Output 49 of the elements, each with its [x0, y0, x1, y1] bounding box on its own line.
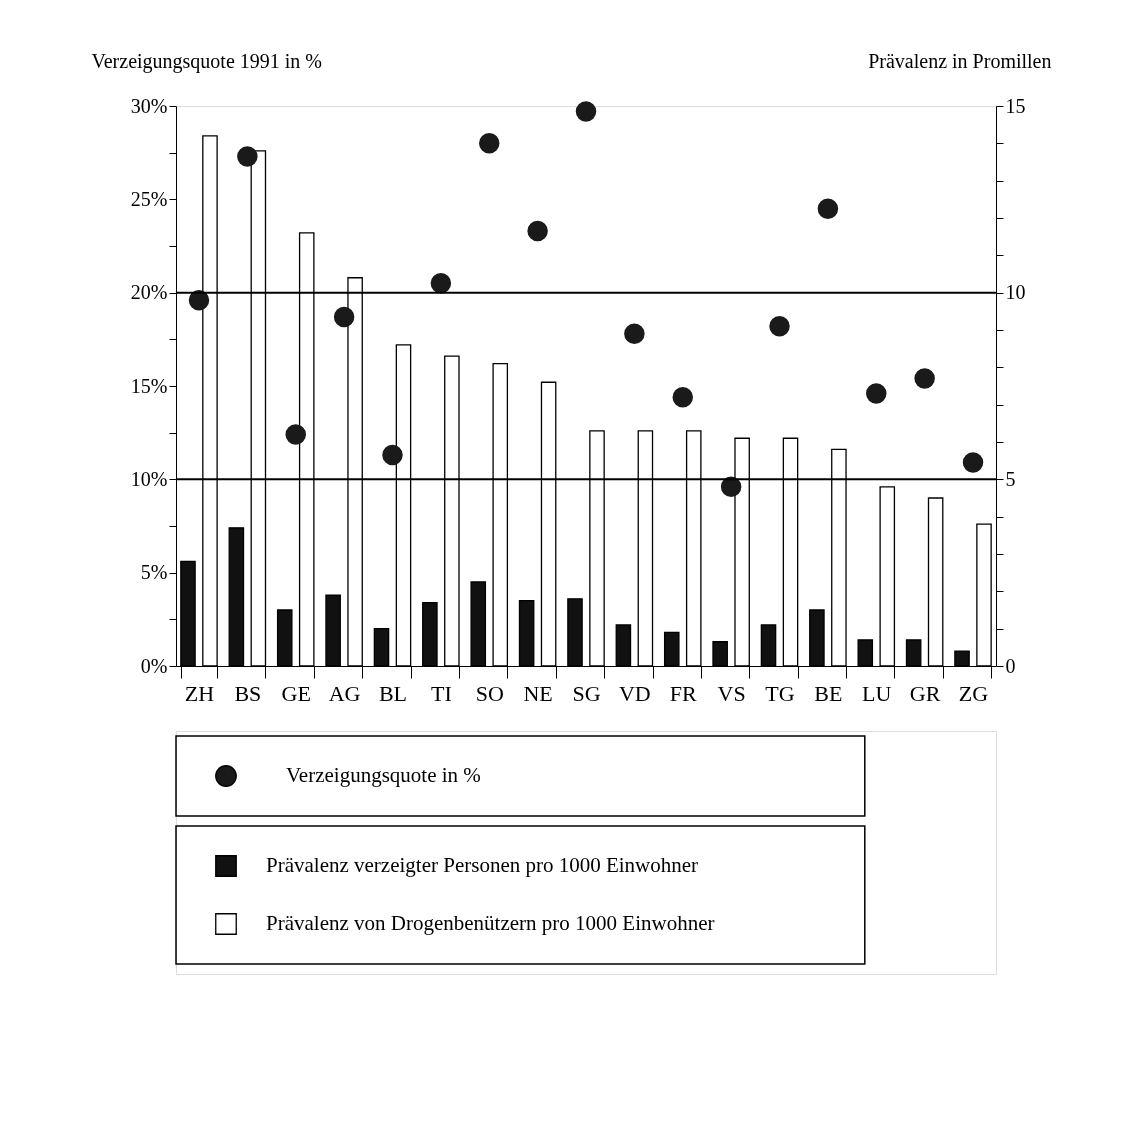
- point: [575, 101, 597, 122]
- x-tick-label: GE: [281, 680, 311, 706]
- point: [817, 198, 839, 219]
- x-tick-label: ZH: [184, 680, 215, 706]
- y-tick-label: 10%: [130, 467, 168, 490]
- legend-label: Prävalenz von Drogenbenützern pro 1000 Einwohner: [266, 911, 715, 935]
- point: [672, 386, 693, 408]
- point: [237, 146, 258, 167]
- point: [430, 273, 452, 294]
- x-tick-label: NE: [523, 680, 553, 706]
- x-tick-label: GR: [909, 680, 941, 706]
- x-tick-label: BS: [234, 680, 262, 706]
- point: [527, 220, 548, 242]
- y-tick-label: 0%: [140, 654, 168, 677]
- y2-tick-label: 5: [1005, 467, 1016, 490]
- y-tick-label: 30%: [130, 94, 168, 117]
- x-tick-label: FR: [669, 680, 698, 706]
- point: [624, 323, 645, 344]
- x-tick-label: TG: [765, 680, 795, 706]
- x-tick-label: VS: [717, 680, 746, 706]
- y2-tick-label: 10: [1005, 281, 1026, 304]
- legend-label: Verzeigungsquote in %: [286, 763, 481, 787]
- y-tick-label: 5%: [140, 561, 168, 584]
- y-axis-title: Verzeigungsquote 1991 in %: [91, 49, 323, 73]
- point: [333, 306, 355, 328]
- x-tick-label: ZG: [958, 680, 989, 706]
- x-tick-label: TI: [430, 680, 452, 706]
- y2-tick-label: 0: [1005, 654, 1016, 677]
- x-tick-label: BE: [814, 680, 843, 706]
- point: [188, 289, 210, 311]
- point: [962, 452, 984, 473]
- legend-label: Prävalenz verzeigter Personen pro 1000 Einwohner: [266, 853, 699, 877]
- x-tick-label: BL: [378, 680, 408, 706]
- y2-axis-title: Prävalenz in Promillen: [868, 49, 1052, 72]
- x-tick-label: LU: [862, 680, 892, 706]
- point: [382, 444, 403, 466]
- y-tick-label: 20%: [130, 281, 168, 304]
- x-tick-label: AG: [328, 680, 361, 706]
- y2-tick-label: 15: [1005, 94, 1026, 117]
- x-tick-label: VD: [618, 680, 651, 706]
- point: [285, 424, 306, 445]
- point: [479, 133, 500, 154]
- y-tick-label: 15%: [130, 374, 168, 397]
- x-tick-label: SO: [475, 680, 504, 706]
- x-tick-label: SG: [572, 680, 601, 706]
- point: [866, 383, 887, 404]
- point: [769, 316, 790, 337]
- y-tick-label: 25%: [130, 187, 168, 210]
- point: [914, 368, 935, 389]
